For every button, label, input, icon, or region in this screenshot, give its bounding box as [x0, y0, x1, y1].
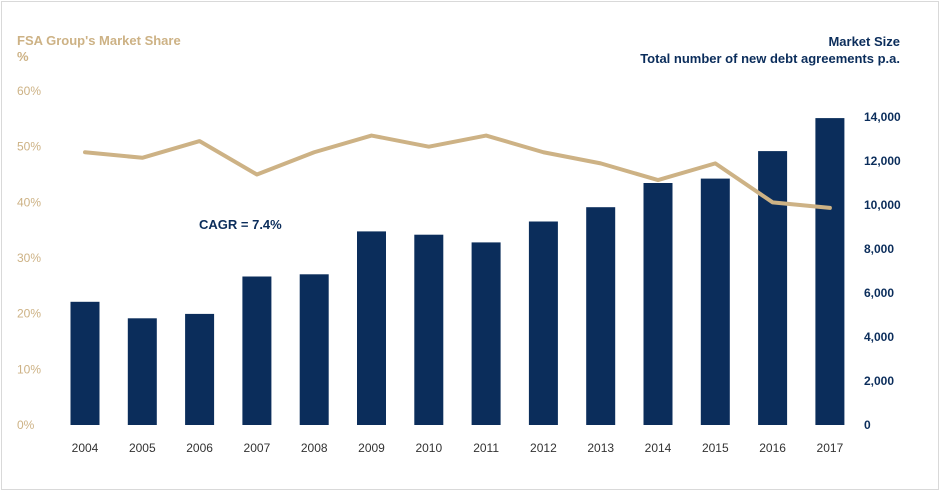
right-tick-label: 6,000	[864, 286, 894, 300]
bar	[185, 313, 215, 425]
x-tick-label: 2011	[473, 441, 499, 455]
bar	[357, 231, 386, 425]
bar	[70, 301, 100, 425]
bar	[299, 274, 329, 425]
x-tick-label: 2012	[530, 441, 557, 455]
x-tick-label: 2016	[759, 441, 786, 455]
right-tick-label: 8,000	[864, 242, 894, 256]
x-tick-label: 2007	[244, 441, 271, 455]
bar	[414, 234, 444, 425]
bar	[815, 118, 845, 425]
market-share-line	[83, 133, 832, 210]
left-tick-label: 20%	[17, 307, 41, 321]
bar	[758, 151, 788, 425]
bar	[242, 276, 272, 425]
x-tick-label: 2004	[72, 441, 99, 455]
right-axis-title-line1: Market Size	[828, 34, 900, 49]
bar	[471, 242, 501, 425]
left-axis-title: FSA Group's Market Share %	[17, 33, 181, 64]
bar	[700, 178, 730, 425]
bar	[643, 183, 673, 425]
cagr-annotation: CAGR = 7.4%	[199, 217, 282, 232]
x-tick-label: 2006	[186, 441, 213, 455]
left-tick-label: 60%	[17, 84, 41, 98]
right-tick-label: 14,000	[864, 110, 901, 124]
right-axis-title-line2: Total number of new debt agreements p.a.	[640, 51, 900, 66]
left-tick-label: 10%	[17, 362, 41, 376]
right-tick-label: 10,000	[864, 198, 901, 212]
left-tick-label: 40%	[17, 195, 41, 209]
left-tick-label: 30%	[17, 251, 41, 265]
x-tick-label: 2010	[415, 441, 442, 455]
left-tick-label: 50%	[17, 140, 41, 154]
bar	[127, 318, 157, 425]
right-tick-label: 0	[864, 418, 871, 432]
right-tick-label: 4,000	[864, 330, 894, 344]
x-tick-label: 2013	[587, 441, 614, 455]
bar	[528, 221, 558, 425]
right-axis-title: Market Size Total number of new debt agr…	[640, 33, 900, 67]
x-tick-label: 2008	[301, 441, 328, 455]
x-tick-label: 2009	[358, 441, 385, 455]
left-tick-label: 0%	[17, 418, 35, 432]
x-tick-label: 2014	[645, 441, 672, 455]
bar	[586, 207, 616, 425]
x-tick-label: 2017	[817, 441, 844, 455]
x-tick-label: 2005	[129, 441, 156, 455]
right-tick-label: 12,000	[864, 154, 901, 168]
right-tick-label: 2,000	[864, 374, 894, 388]
x-tick-label: 2015	[702, 441, 729, 455]
